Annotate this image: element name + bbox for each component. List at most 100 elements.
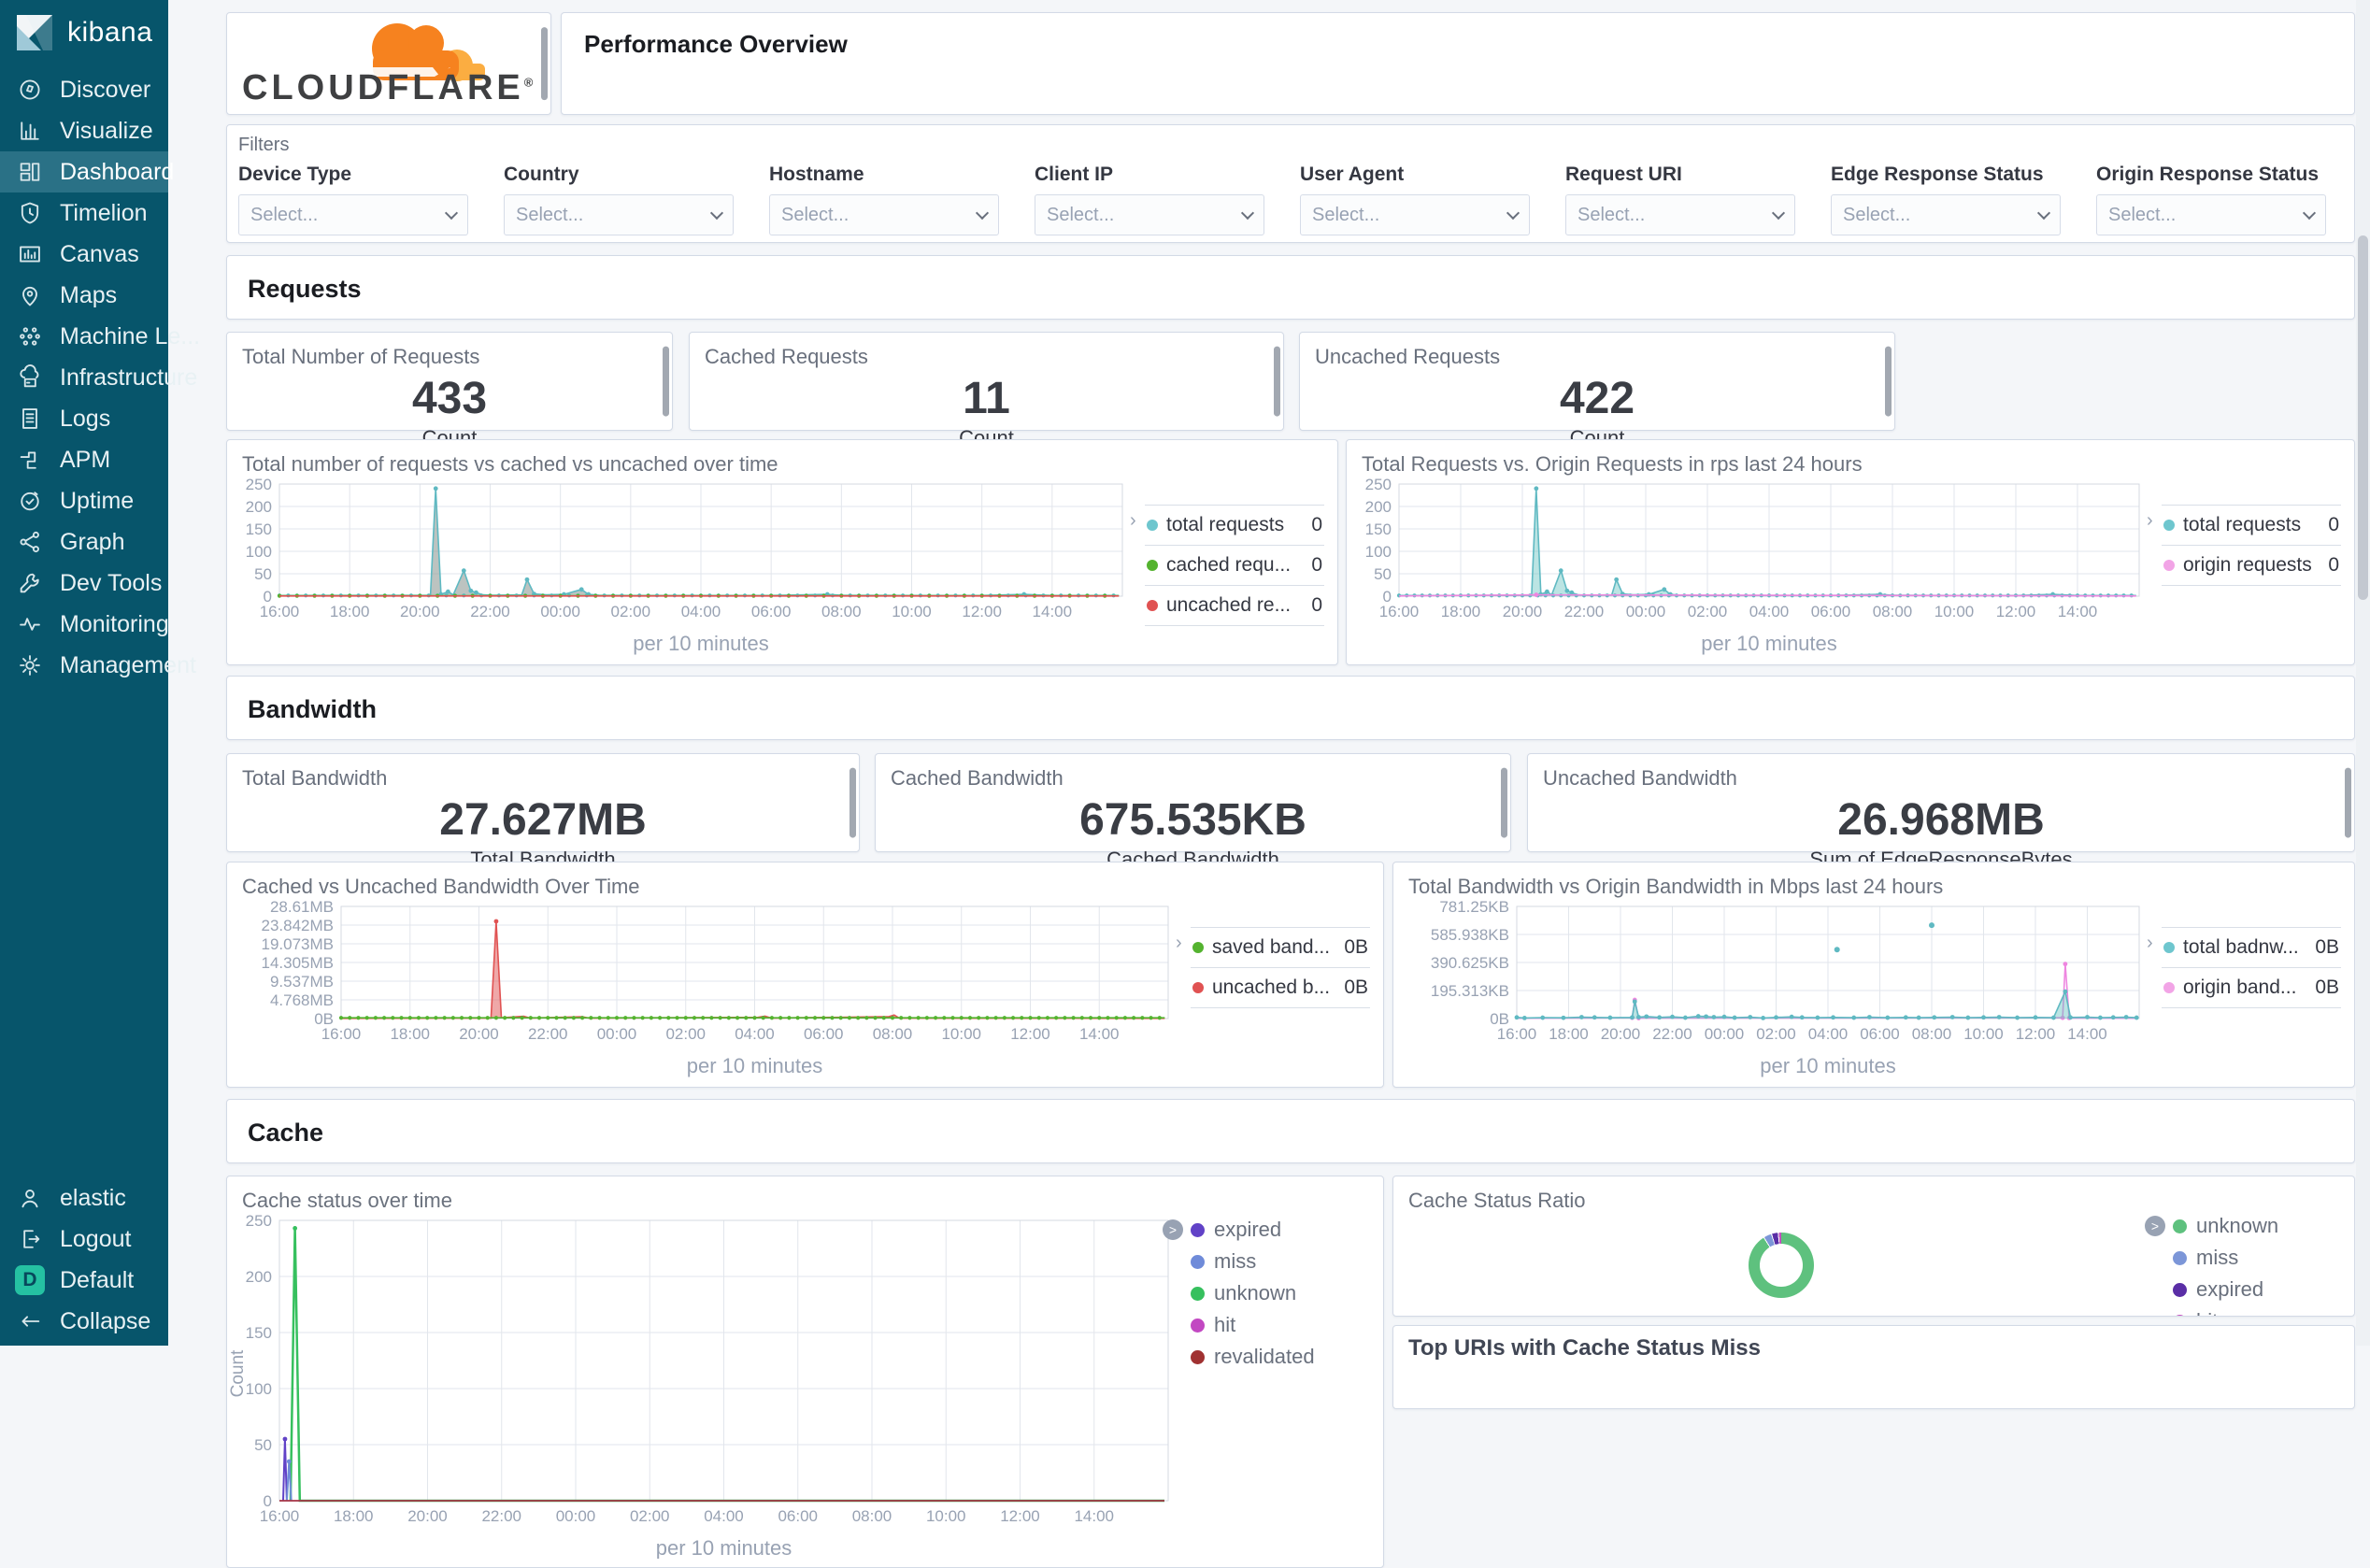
filter-group-device-type: Device Type Select... [238, 164, 468, 235]
legend-item-uncached-re-[interactable]: uncached re... 0 [1145, 585, 1324, 626]
chevron-down-icon [709, 206, 724, 221]
sidebar-item-uptime[interactable]: Uptime [0, 480, 168, 521]
legend-item-saved-band-[interactable]: saved band... 0B [1191, 927, 1370, 967]
filter-select-request-uri[interactable]: Select... [1565, 194, 1795, 235]
legend-value: 0 [1311, 594, 1322, 616]
sidebar-item-default[interactable]: D Default [0, 1260, 168, 1301]
legend-collapse-icon[interactable]: › [1176, 933, 1182, 953]
legend-item-hit[interactable]: hit [2173, 1305, 2341, 1316]
legend-label: uncached b... [1212, 976, 1331, 998]
kibana-brand[interactable]: kibana [0, 0, 168, 65]
legend-item-cached-requ-[interactable]: cached requ... 0 [1145, 545, 1324, 585]
chart-plot[interactable]: 0 50 100 150 200 250 16:00 18:00 20:00 22:00 00:00… [227, 476, 1143, 664]
filter-select-country[interactable]: Select... [504, 194, 734, 235]
legend-item-unknown[interactable]: unknown [1191, 1277, 1374, 1309]
filter-select-hostname[interactable]: Select... [769, 194, 999, 235]
sidebar-item-label: Collapse [60, 1307, 151, 1334]
panel-scrollbar[interactable] [1501, 767, 1507, 838]
maps-icon [17, 282, 43, 308]
legend-item-origin-band-[interactable]: origin band... 0B [2162, 967, 2341, 1008]
legend-collapse-icon[interactable]: › [2147, 510, 2153, 531]
sidebar-item-logs[interactable]: Logs [0, 398, 168, 439]
svg-text:02:00: 02:00 [665, 1025, 706, 1043]
section-title-cache: Cache [248, 1119, 324, 1147]
sidebar-item-apm[interactable]: APM [0, 439, 168, 480]
sidebar-item-visualize[interactable]: Visualize [0, 110, 168, 151]
legend-item-total-requests[interactable]: total requests 0 [2162, 505, 2341, 545]
chevron-down-icon [975, 206, 990, 221]
svg-text:08:00: 08:00 [852, 1507, 892, 1525]
sidebar-item-maps[interactable]: Maps [0, 275, 168, 316]
legend-item-hit[interactable]: hit [1191, 1309, 1374, 1341]
page-scrollbar[interactable] [2356, 0, 2370, 1346]
legend-item-total-requests[interactable]: total requests 0 [1145, 505, 1324, 545]
filter-select-user-agent[interactable]: Select... [1300, 194, 1530, 235]
svg-text:14:00: 14:00 [1033, 603, 1073, 620]
user-icon [17, 1185, 43, 1211]
svg-text:18:00: 18:00 [1549, 1025, 1589, 1043]
panel-scrollbar[interactable] [541, 27, 548, 100]
legend-dot-icon [1192, 982, 1204, 993]
filter-select-device-type[interactable]: Select... [238, 194, 468, 235]
chart-plot[interactable]: 0B 4.768MB 9.537MB 14.305MB 19.073MB 23.842MB… [227, 898, 1189, 1087]
cache-status-ratio-donut[interactable] [1749, 1233, 1814, 1298]
chevron-down-icon [1240, 206, 1255, 221]
legend-item-revalidated[interactable]: revalidated [1191, 1341, 1374, 1373]
svg-text:150: 150 [246, 520, 272, 538]
vis-title: Cache status over time [242, 1189, 452, 1212]
legend-collapse-icon[interactable]: › [2147, 933, 2153, 953]
filter-select-client-ip[interactable]: Select... [1035, 194, 1264, 235]
legend-item-total-badnw-[interactable]: total badnw... 0B [2162, 927, 2341, 967]
page-scrollbar-thumb[interactable] [2358, 235, 2368, 600]
sidebar-item-monitoring[interactable]: Monitoring [0, 604, 169, 645]
sidebar-item-collapse[interactable]: Collapse [0, 1301, 168, 1342]
dashboard-icon [17, 159, 43, 185]
legend-item-uncached-b-[interactable]: uncached b... 0B [1191, 967, 1370, 1008]
sidebar-item-canvas[interactable]: Canvas [0, 234, 168, 275]
filter-select-origin-response-status[interactable]: Select... [2096, 194, 2326, 235]
chart-svg: 0 50 100 150 200 250 16:00 18:00 20:00 22:00 00:00… [246, 476, 1123, 655]
svg-text:150: 150 [1365, 520, 1392, 538]
legend-item-unknown[interactable]: unknown [2173, 1210, 2341, 1242]
sidebar-item-management[interactable]: Management [0, 645, 196, 686]
legend-collapse-icon[interactable]: > [1163, 1219, 1183, 1240]
legend-item-miss[interactable]: miss [2173, 1242, 2341, 1274]
sidebar-item-elastic[interactable]: elastic [0, 1177, 168, 1219]
svg-text:per 10 minutes: per 10 minutes [1701, 632, 1837, 655]
legend-collapse-icon[interactable]: › [1130, 510, 1136, 531]
sidebar-item-dev-tools[interactable]: Dev Tools [0, 563, 168, 604]
cloudflare-logo-icon [372, 23, 485, 81]
sidebar-item-machine-le[interactable]: Machine Le... [0, 316, 200, 357]
svg-text:20:00: 20:00 [1503, 603, 1543, 620]
metric-title: Uncached Requests [1315, 345, 1501, 368]
sidebar-item-discover[interactable]: Discover [0, 69, 168, 110]
sidebar-item-graph[interactable]: Graph [0, 521, 168, 563]
panel-scrollbar[interactable] [2345, 767, 2351, 838]
svg-text:0: 0 [1383, 588, 1392, 606]
svg-text:00:00: 00:00 [1705, 1025, 1745, 1043]
chart-legend: › saved band... 0B uncached b... 0B [1176, 899, 1383, 1008]
legend-item-origin-requests[interactable]: origin requests 0 [2162, 545, 2341, 586]
sidebar-item-dashboard[interactable]: Dashboard [0, 151, 174, 192]
panel-scrollbar[interactable] [849, 767, 856, 838]
select-placeholder: Select... [1047, 204, 1115, 225]
sidebar-item-timelion[interactable]: Timelion [0, 192, 168, 234]
legend-label: expired [2196, 1277, 2264, 1301]
chart-plot[interactable]: 0B 195.313KB 390.625KB 585.938KB 781.25KB 16:… [1393, 898, 2160, 1087]
legend-label: uncached re... [1166, 594, 1292, 616]
chart-plot[interactable]: 0 50 100 150 200 250 16:00 18:00 20:00 22:00 00:00… [1347, 476, 2160, 664]
filter-label-country: Country [504, 164, 579, 185]
legend-item-expired[interactable]: expired [1191, 1214, 1374, 1246]
sidebar-item-logout[interactable]: Logout [0, 1219, 168, 1260]
ml-icon [17, 323, 43, 349]
panel-scrollbar[interactable] [1274, 346, 1280, 417]
legend-dot-icon [1191, 1222, 1205, 1237]
panel-scrollbar[interactable] [1885, 346, 1892, 417]
legend-item-miss[interactable]: miss [1191, 1246, 1374, 1277]
legend-item-expired[interactable]: expired [2173, 1274, 2341, 1305]
sidebar-item-infrastructure[interactable]: Infrastructure [0, 357, 197, 398]
panel-scrollbar[interactable] [663, 346, 669, 417]
metric-card-total-number-of-requests: Total Number of Requests 433 Count [226, 332, 673, 449]
legend-collapse-icon[interactable]: > [2145, 1216, 2165, 1236]
filter-select-edge-response-status[interactable]: Select... [1831, 194, 2061, 235]
